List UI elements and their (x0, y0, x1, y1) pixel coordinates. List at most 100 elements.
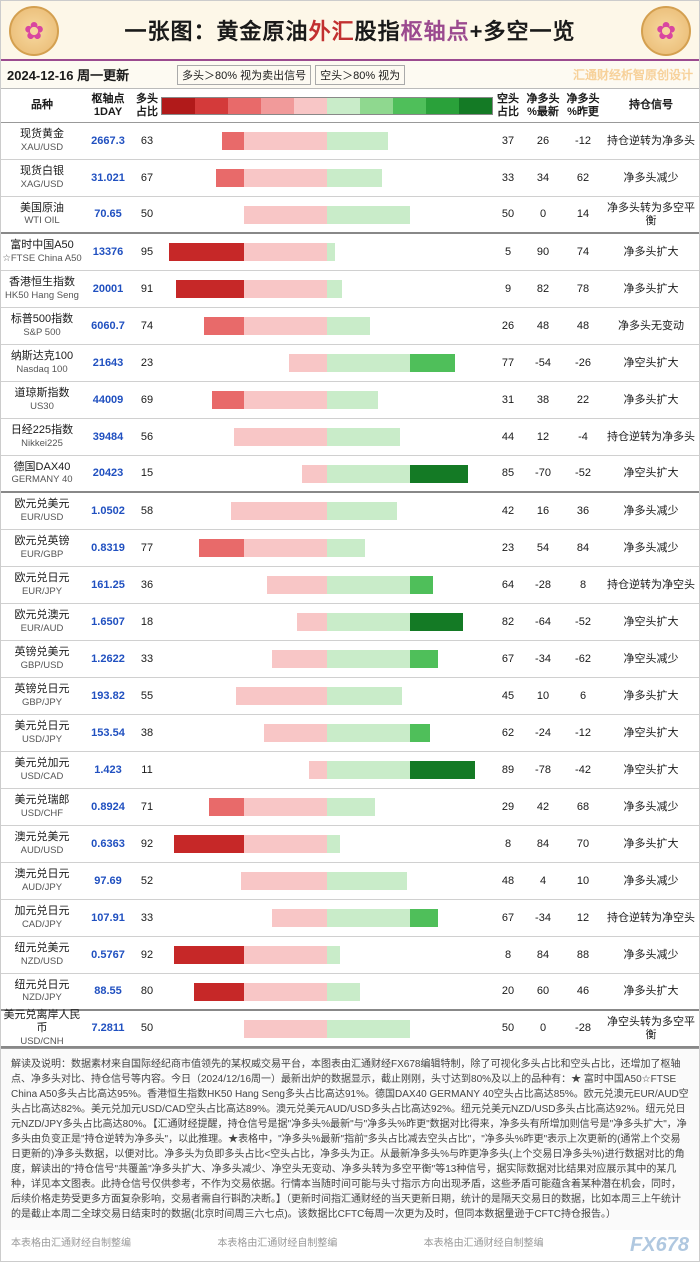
long-pct: 95 (133, 246, 161, 259)
long-pct: 71 (133, 801, 161, 814)
short-bar (327, 835, 340, 853)
legend-short: 空头＞80% 视为 (315, 65, 405, 85)
pivot-value: 0.8924 (83, 801, 133, 814)
col-signal: 持仓信号 (603, 99, 699, 112)
short-pct: 44 (493, 431, 523, 444)
signal-text: 净多头转为多空平衡 (603, 202, 699, 227)
short-bar (327, 317, 370, 335)
instrument-name: 纽元兑日元NZD/JPY (1, 979, 83, 1005)
net-new: 34 (523, 172, 563, 185)
long-pct: 58 (133, 505, 161, 518)
table-row: 纽元兑美元NZD/USD0.57679288488净多头减少 (1, 937, 699, 974)
long-bar-overlay (244, 391, 327, 409)
subheader: 2024-12-16 周一更新 多头＞80% 视为卖出信号 空头＞80% 视为 … (1, 61, 699, 89)
title-p2: 外汇 (309, 19, 355, 44)
page-title: 一张图：黄金原油外汇股指枢轴点+多空一览 (125, 14, 576, 46)
long-bar-overlay (267, 576, 327, 594)
short-bar-overlay (327, 576, 410, 594)
net-prev: -28 (563, 1022, 603, 1035)
logo-left-icon (9, 6, 59, 56)
short-bar-overlay (327, 354, 410, 372)
col-name: 品种 (1, 99, 83, 112)
net-prev: 46 (563, 985, 603, 998)
short-pct: 23 (493, 542, 523, 555)
title-p4: 枢轴点 (401, 19, 470, 44)
long-pct: 38 (133, 727, 161, 740)
pivot-value: 39484 (83, 431, 133, 444)
long-bar-overlay (244, 687, 327, 705)
net-prev: -42 (563, 764, 603, 777)
watermark: 汇通财经析智原创设计 (573, 66, 693, 83)
signal-text: 持仓逆转为净空头 (603, 579, 699, 592)
pivot-value: 1.0502 (83, 505, 133, 518)
instrument-name: 英镑兑日元GBP/JPY (1, 683, 83, 709)
table-row: 英镑兑美元GBP/USD1.26223367-34-62净空头减少 (1, 641, 699, 678)
bar-cell (161, 796, 493, 818)
signal-text: 净多头减少 (603, 801, 699, 814)
instrument-name: 澳元兑美元AUD/USD (1, 831, 83, 857)
short-pct: 8 (493, 838, 523, 851)
long-pct: 55 (133, 690, 161, 703)
short-bar-overlay (327, 502, 397, 520)
pivot-value: 6060.7 (83, 320, 133, 333)
signal-text: 净空头转为多空平衡 (603, 1016, 699, 1041)
gradient-scale (161, 97, 493, 115)
net-prev: 74 (563, 246, 603, 259)
long-bar (302, 465, 327, 483)
short-bar (327, 983, 360, 1001)
bar-cell (161, 426, 493, 448)
col-long: 多头 占比 (133, 93, 161, 118)
net-new: 0 (523, 208, 563, 221)
net-new: 10 (523, 690, 563, 703)
table-row: 美国原油WTI OIL70.655050014净多头转为多空平衡 (1, 197, 699, 234)
short-bar (327, 539, 365, 557)
table-row: 欧元兑英镑EUR/GBP0.831977235484净多头减少 (1, 530, 699, 567)
long-bar-overlay (244, 502, 327, 520)
net-new: 38 (523, 394, 563, 407)
instrument-name: 道琼斯指数US30 (1, 387, 83, 413)
pivot-value: 88.55 (83, 985, 133, 998)
short-bar-overlay (327, 169, 382, 187)
pivot-value: 0.8319 (83, 542, 133, 555)
long-pct: 80 (133, 985, 161, 998)
short-pct: 42 (493, 505, 523, 518)
net-prev: 12 (563, 912, 603, 925)
bar-cell (161, 463, 493, 485)
signal-text: 净空头扩大 (603, 616, 699, 629)
pivot-value: 193.82 (83, 690, 133, 703)
instrument-name: 日经225指数Nikkei225 (1, 424, 83, 450)
net-new: 26 (523, 135, 563, 148)
table-row: 美元兑加元USD/CAD1.4231189-78-42净空头扩大 (1, 752, 699, 789)
brand-mark: FX678 (630, 1234, 689, 1257)
signal-text: 净多头扩大 (603, 985, 699, 998)
data-rows: 现货黄金XAU/USD2667.3633726-12持仓逆转为净多头现货白银XA… (1, 123, 699, 1048)
short-pct: 64 (493, 579, 523, 592)
signal-text: 持仓逆转为净多头 (603, 431, 699, 444)
long-pct: 11 (133, 764, 161, 777)
table-row: 现货黄金XAU/USD2667.3633726-12持仓逆转为净多头 (1, 123, 699, 160)
footer-tag-3: 本表格由汇通财经自制整编 (424, 1234, 544, 1257)
long-bar (289, 354, 327, 372)
legend: 多头＞80% 视为卖出信号 空头＞80% 视为 (177, 65, 405, 85)
short-bar (327, 280, 342, 298)
pivot-value: 1.6507 (83, 616, 133, 629)
short-pct: 67 (493, 912, 523, 925)
title-p1: 黄金原油 (217, 19, 309, 44)
net-new: -34 (523, 912, 563, 925)
long-pct: 77 (133, 542, 161, 555)
signal-text: 净多头减少 (603, 172, 699, 185)
pivot-value: 31.021 (83, 172, 133, 185)
short-pct: 50 (493, 208, 523, 221)
instrument-name: 美元兑日元USD/JPY (1, 720, 83, 746)
bar-cell (161, 315, 493, 337)
logo-right-icon (641, 6, 691, 56)
bar-cell (161, 648, 493, 670)
col-netnew: 净多头 %最新 (523, 93, 563, 118)
instrument-name: 美元兑瑞郎USD/CHF (1, 794, 83, 820)
signal-text: 持仓逆转为净多头 (603, 135, 699, 148)
instrument-name: 加元兑日元CAD/JPY (1, 905, 83, 931)
table-row: 美元兑瑞郎USD/CHF0.892471294268净多头减少 (1, 789, 699, 826)
table-row: 德国DAX40GERMANY 40204231585-70-52净空头扩大 (1, 456, 699, 493)
pivot-value: 0.5767 (83, 949, 133, 962)
long-bar (309, 761, 327, 779)
